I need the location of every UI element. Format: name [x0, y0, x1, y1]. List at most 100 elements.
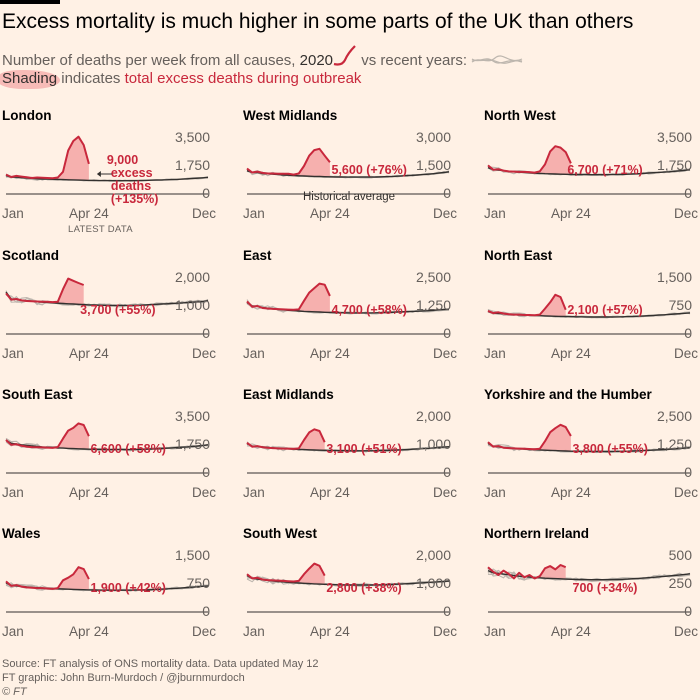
x-tick-label: Apr 24 — [551, 624, 591, 639]
x-tick-label: Apr 24 — [69, 485, 109, 500]
excess-shading — [539, 294, 566, 317]
y-tick-label: 1,500 — [657, 269, 692, 285]
line-2020 — [487, 145, 572, 174]
panel-north-east: North East 1,500 750 0 Jan Apr 24 Dec 2,100 (+… — [484, 248, 699, 378]
panel-chart: 2,500 1,250 0 Jan Apr 24 Dec 3,800 (+55%) — [484, 408, 698, 500]
chart-title: Excess mortality is much higher in some … — [2, 10, 634, 33]
y-tick-label: 3,000 — [416, 129, 451, 145]
y-tick-label: 0 — [684, 185, 692, 201]
x-tick-label: Jan — [2, 346, 24, 361]
panel-chart: 2,000 1,000 0 Jan Apr 24 Dec 3,100 (+51%) — [243, 408, 457, 500]
y-tick-label: 0 — [202, 185, 210, 201]
x-tick-label: Jan — [2, 624, 24, 639]
excess-annotation: 3,800 (+55%) — [573, 442, 648, 456]
panel-chart: 3,000 1,500 0 Jan Apr 24 Dec 5,600 (+76%) Histo… — [243, 129, 457, 221]
panel-chart: 2,000 1,000 0 Jan Apr 24 Dec 2,800 (+38%) — [243, 547, 457, 639]
panel-west-midlands: West Midlands 3,000 1,500 0 Jan Apr 24 Dec 5,6… — [243, 108, 458, 238]
panel-south-east: South East 3,500 1,750 0 Jan Apr 24 Dec 6,600 … — [2, 387, 217, 517]
chart-subtitle: Number of deaths per week from all cause… — [2, 45, 523, 69]
y-tick-label: 2,500 — [657, 408, 692, 424]
historical-average-line — [5, 174, 209, 182]
y-tick-label: 2,000 — [175, 269, 210, 285]
x-tick-label: Apr 24 — [69, 346, 109, 361]
x-tick-label: Dec — [433, 624, 457, 639]
excess-annotation: 4,700 (+58%) — [332, 303, 407, 317]
y-tick-label: 1,000 — [416, 575, 451, 591]
y-tick-label: 0 — [443, 185, 451, 201]
panel-wales: Wales 1,500 750 0 Jan Apr 24 Dec 1,900 (+42%) — [2, 526, 217, 656]
legend-excess-text: total excess deaths during outbreak — [124, 70, 362, 87]
subtitle-text: Number of deaths per week from all cause… — [2, 52, 296, 69]
excess-shading — [539, 146, 571, 175]
panel-chart: 2,000 1,000 0 Jan Apr 24 Dec 3,700 (+55%) — [2, 269, 216, 361]
panel-yorkshire-and-the-humber: Yorkshire and the Humber 2,500 1,250 0 Jan A… — [484, 387, 699, 517]
y-tick-label: 1,250 — [416, 297, 451, 313]
x-tick-label: Jan — [484, 624, 506, 639]
panel-east-midlands: East Midlands 2,000 1,000 0 Jan Apr 24 Dec 3,1… — [243, 387, 458, 517]
panel-title: West Midlands — [243, 108, 338, 123]
excess-shading — [57, 136, 89, 181]
chart-legend-shading: Shading indicates total excess deaths du… — [2, 70, 361, 87]
x-tick-label: Apr 24 — [69, 206, 109, 221]
y-tick-label: 750 — [187, 575, 211, 591]
legend-shading-word: Shading — [2, 70, 58, 87]
x-tick-label: Apr 24 — [551, 485, 591, 500]
line-2020 — [5, 135, 90, 180]
x-tick-label: Dec — [433, 346, 457, 361]
x-tick-label: Dec — [433, 206, 457, 221]
ft-top-bar — [0, 0, 60, 4]
x-tick-label: Apr 24 — [69, 624, 109, 639]
y-tick-label: 1,000 — [416, 436, 451, 452]
y-tick-label: 1,000 — [175, 297, 210, 313]
y-tick-label: 250 — [669, 575, 693, 591]
panel-title: Yorkshire and the Humber — [484, 387, 652, 402]
panel-east: East 2,500 1,250 0 Jan Apr 24 Dec 4,700 (+58%) — [243, 248, 458, 378]
y-tick-label: 500 — [669, 547, 693, 563]
subtitle-year: 2020 — [299, 52, 334, 69]
x-tick-label: Jan — [2, 206, 24, 221]
y-tick-label: 1,750 — [175, 157, 210, 173]
panel-northern-ireland: Northern Ireland 500 250 0 Jan Apr 24 Dec 700 … — [484, 526, 699, 656]
excess-shading — [57, 423, 89, 450]
x-tick-label: Jan — [2, 485, 24, 500]
panel-title: South West — [243, 526, 317, 541]
x-tick-label: Dec — [674, 346, 698, 361]
y-tick-label: 0 — [443, 603, 451, 619]
x-tick-label: Jan — [243, 346, 265, 361]
x-tick-label: Jan — [243, 485, 265, 500]
panel-title: East Midlands — [243, 387, 334, 402]
y-tick-label: 0 — [443, 464, 451, 480]
panel-title: East — [243, 248, 272, 263]
x-tick-label: Apr 24 — [310, 206, 350, 221]
line-2020 — [246, 147, 331, 176]
panel-title: North East — [484, 248, 553, 263]
x-tick-label: Dec — [674, 624, 698, 639]
excess-annotation: 2,800 (+38%) — [326, 581, 401, 595]
y-tick-label: 1,500 — [175, 547, 210, 563]
panel-south-west: South West 2,000 1,000 0 Jan Apr 24 Dec 2,800 … — [243, 526, 458, 656]
excess-annotation: 3,100 (+51%) — [326, 442, 401, 456]
y-tick-label: 2,500 — [416, 269, 451, 285]
panel-north-west: North West 3,500 1,750 0 Jan Apr 24 Dec 6,700 … — [484, 108, 699, 238]
panel-title: London — [2, 108, 52, 123]
excess-annotation-line: deaths — [111, 179, 151, 193]
x-tick-label: Dec — [192, 346, 216, 361]
excess-shading — [298, 283, 330, 313]
y-tick-label: 0 — [684, 325, 692, 341]
latest-data-label: LATEST DATA — [68, 224, 133, 235]
x-tick-label: Dec — [433, 485, 457, 500]
legend-indicates: indicates — [61, 70, 121, 87]
credit-note: FT graphic: John Burn-Murdoch / @jburnmu… — [2, 672, 245, 684]
y-tick-label: 1,500 — [416, 157, 451, 173]
x-tick-label: Dec — [192, 206, 216, 221]
x-tick-label: Apr 24 — [310, 346, 350, 361]
panel-title: Wales — [2, 526, 41, 541]
line-2020 — [487, 564, 567, 580]
x-tick-label: Apr 24 — [551, 206, 591, 221]
x-tick-label: Apr 24 — [551, 346, 591, 361]
y-tick-label: 1,250 — [657, 436, 692, 452]
y-tick-label: 0 — [202, 464, 210, 480]
line-2020 — [487, 423, 572, 451]
y-tick-label: 1,750 — [175, 436, 210, 452]
excess-annotation: 2,100 (+57%) — [567, 303, 642, 317]
